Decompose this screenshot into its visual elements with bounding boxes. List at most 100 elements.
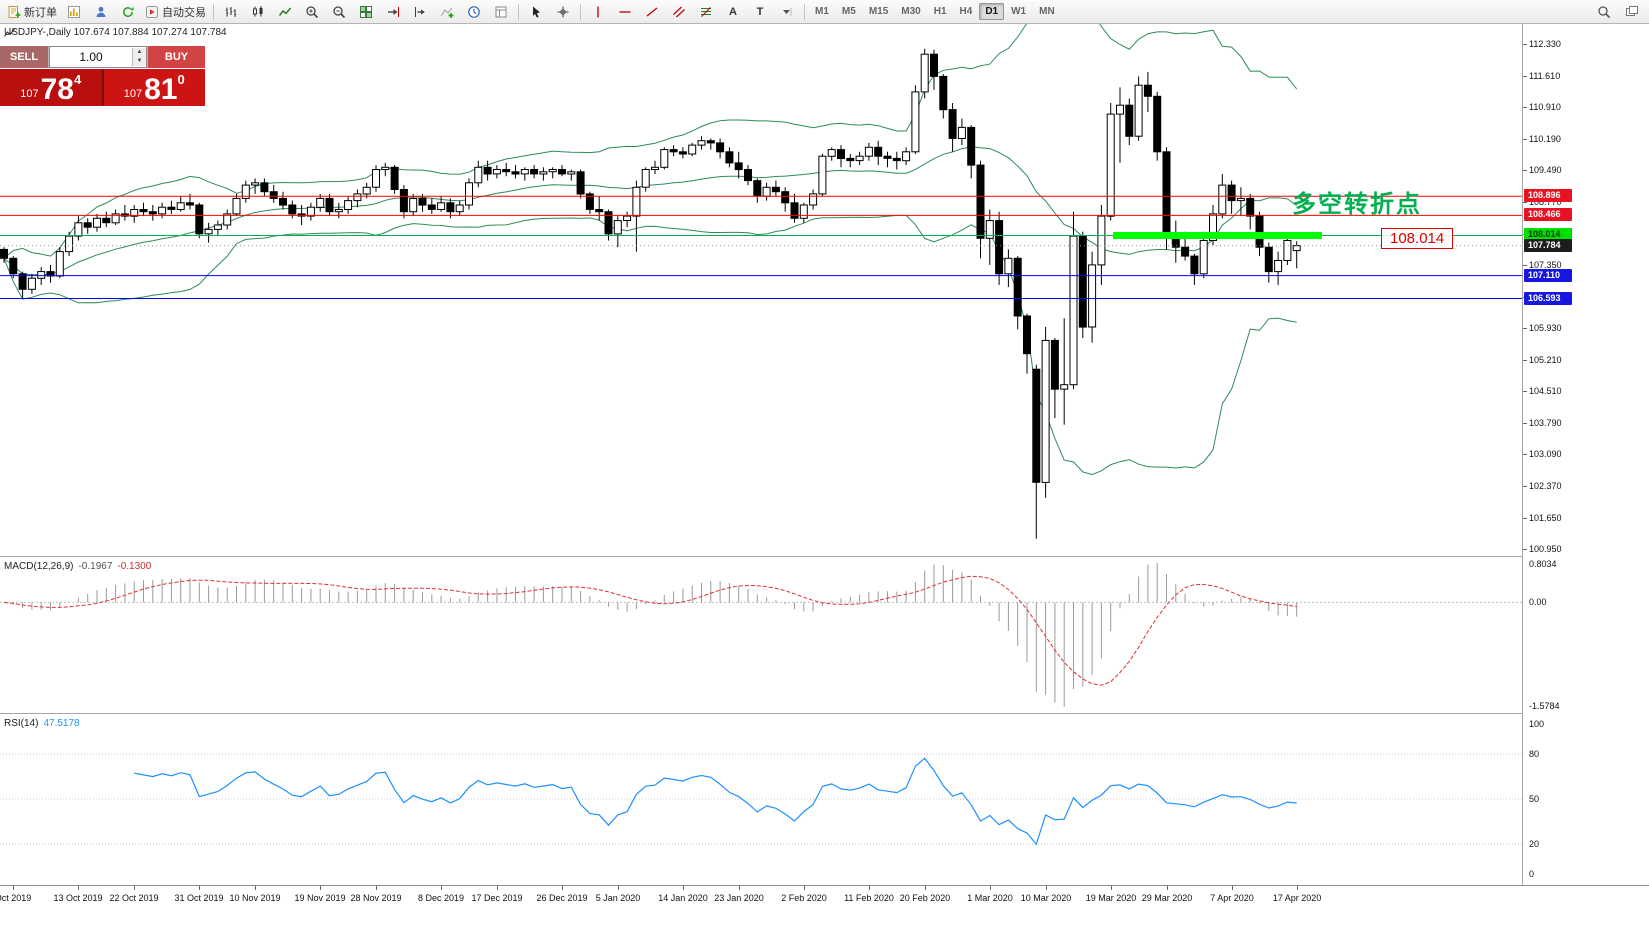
date-tick-mark (320, 886, 321, 890)
fibonacci-button[interactable] (693, 2, 719, 22)
macd-panel[interactable] (0, 557, 1522, 713)
bollinger-lower-band (3, 214, 1297, 476)
timeframe-h1-button[interactable]: H1 (933, 6, 947, 17)
cursor-button[interactable] (523, 2, 549, 22)
price-tick-mark (1523, 391, 1527, 392)
rsi-scale-label: 0 (1529, 869, 1535, 879)
time-axis[interactable]: Oct 2019 13 Oct 2019 22 Oct 2019 31 Oct 201… (0, 885, 1649, 907)
bar-chart-button[interactable] (218, 2, 244, 22)
crosshair-button[interactable] (550, 2, 576, 22)
shapes-dropdown-button[interactable] (774, 2, 800, 22)
templates-icon (495, 6, 507, 17)
panel-separator[interactable] (0, 556, 1649, 557)
price-tick-label: 112.330 (1529, 39, 1561, 49)
timeframe-m1-button[interactable]: M1 (815, 6, 829, 17)
indicators-button[interactable] (434, 2, 460, 22)
date-tick-mark (562, 886, 563, 890)
zoom-in-button[interactable] (299, 2, 325, 22)
price-tick-mark (1523, 202, 1527, 203)
date-tick-mark (78, 886, 79, 890)
price-tick-label: 105.210 (1529, 355, 1562, 365)
cursor-icon (533, 6, 540, 18)
price-tag-annotation[interactable]: 108.014 (1381, 228, 1454, 249)
autotrading-label: 自动交易 (162, 6, 206, 19)
price-tick-mark (1523, 328, 1527, 329)
templates-button[interactable] (488, 2, 514, 22)
price-axis[interactable]: 112.330 111.610 110.910 110.190 109.490 108.7… (1523, 24, 1649, 906)
new-order-button[interactable]: 新订单 (4, 2, 60, 22)
tile-windows-button[interactable] (353, 2, 379, 22)
price-tick-label: 109.490 (1529, 165, 1562, 175)
timeframe-m15-button[interactable]: M15 (868, 6, 889, 17)
date-tick-label: 19 Mar 2020 (1085, 893, 1137, 903)
volume-down-button[interactable]: ▼ (133, 57, 146, 66)
vertical-line-button[interactable] (585, 2, 611, 22)
timeframe-h4-button[interactable]: H4 (959, 6, 973, 17)
rsi-scale-label: 20 (1529, 839, 1540, 849)
zoom-out-button[interactable] (326, 2, 352, 22)
autotrading-button[interactable]: 自动交易 (142, 2, 209, 22)
date-tick-label: 8 Dec 2019 (417, 893, 465, 903)
profiles-icon (96, 6, 106, 17)
timeframe-w1-button[interactable]: W1 (1011, 6, 1027, 17)
clock-icon (468, 5, 480, 18)
turning-point-annotation[interactable]: 多空转折点 (1292, 191, 1422, 218)
main-toolbar: 新订单 自动交易 A T M1 M5 M15 M30 H1 H4 D1 W1 M… (0, 0, 1649, 24)
buy-price-display: 107 81 0 (103, 69, 205, 106)
rsi-scale-label: 50 (1529, 794, 1540, 804)
new-chart-button[interactable] (61, 2, 87, 22)
search-button[interactable] (1591, 2, 1617, 22)
date-tick-label: Oct 2019 (0, 893, 32, 903)
new-order-icon (8, 5, 21, 18)
date-tick-mark (925, 886, 926, 890)
channel-button[interactable] (666, 2, 692, 22)
windows-button[interactable] (1619, 2, 1645, 22)
horizontal-line-button[interactable] (612, 2, 638, 22)
trendline-icon (646, 6, 658, 17)
date-tick-mark (497, 886, 498, 890)
timeframe-mn-button[interactable]: MN (1039, 6, 1055, 17)
price-tick-label: 110.190 (1529, 134, 1561, 144)
price-tick-mark (1523, 518, 1527, 519)
toolbar-separator (804, 3, 805, 20)
price-tick-mark (1523, 454, 1527, 455)
price-tick-mark (1523, 44, 1527, 45)
main-chart[interactable] (0, 24, 1522, 556)
profiles-button[interactable] (88, 2, 114, 22)
date-tick-mark (376, 886, 377, 890)
price-badge: 107.110 (1524, 269, 1572, 282)
volume-input[interactable]: 1.00 ▲ ▼ (49, 46, 147, 68)
trendline-button[interactable] (639, 2, 665, 22)
refresh-button[interactable] (115, 2, 141, 22)
candlestick-icon (253, 5, 263, 16)
candlestick-button[interactable] (245, 2, 271, 22)
timeframe-m30-button[interactable]: M30 (901, 6, 921, 17)
buy-button[interactable]: BUY (148, 46, 205, 68)
date-tick-mark (618, 886, 619, 890)
timeframe-d1-button[interactable]: D1 (979, 3, 1005, 20)
label-tool-button[interactable]: T (747, 2, 773, 22)
auto-scroll-button[interactable] (380, 2, 406, 22)
price-axis-separator (1522, 24, 1523, 906)
date-tick-label: 10 Nov 2019 (229, 893, 281, 903)
sell-button[interactable]: SELL (0, 46, 48, 68)
price-badge: 107.784 (1524, 239, 1572, 252)
date-tick-label: 11 Feb 2020 (844, 893, 894, 903)
rsi-scale-label: 100 (1529, 719, 1545, 729)
price-tick-label: 108.770 (1529, 197, 1562, 207)
date-tick-mark (869, 886, 870, 890)
periods-button[interactable] (461, 2, 487, 22)
line-chart-button[interactable] (272, 2, 298, 22)
date-tick-mark (199, 886, 200, 890)
volume-up-button[interactable]: ▲ (133, 48, 146, 57)
text-tool-button[interactable]: A (720, 2, 746, 22)
panel-separator[interactable] (0, 713, 1649, 714)
price-tick-label: 111.610 (1529, 71, 1561, 81)
macd-scale-label: -1.5784 (1529, 701, 1560, 711)
line-chart-icon (278, 7, 292, 16)
rsi-panel[interactable] (0, 714, 1522, 884)
timeframe-m5-button[interactable]: M5 (841, 6, 856, 17)
chart-shift-button[interactable] (407, 2, 433, 22)
rsi-label: RSI(14) 47.5178 (4, 718, 80, 729)
symbol-header: USDJPY-,Daily 107.674 107.884 107.274 10… (4, 27, 227, 38)
